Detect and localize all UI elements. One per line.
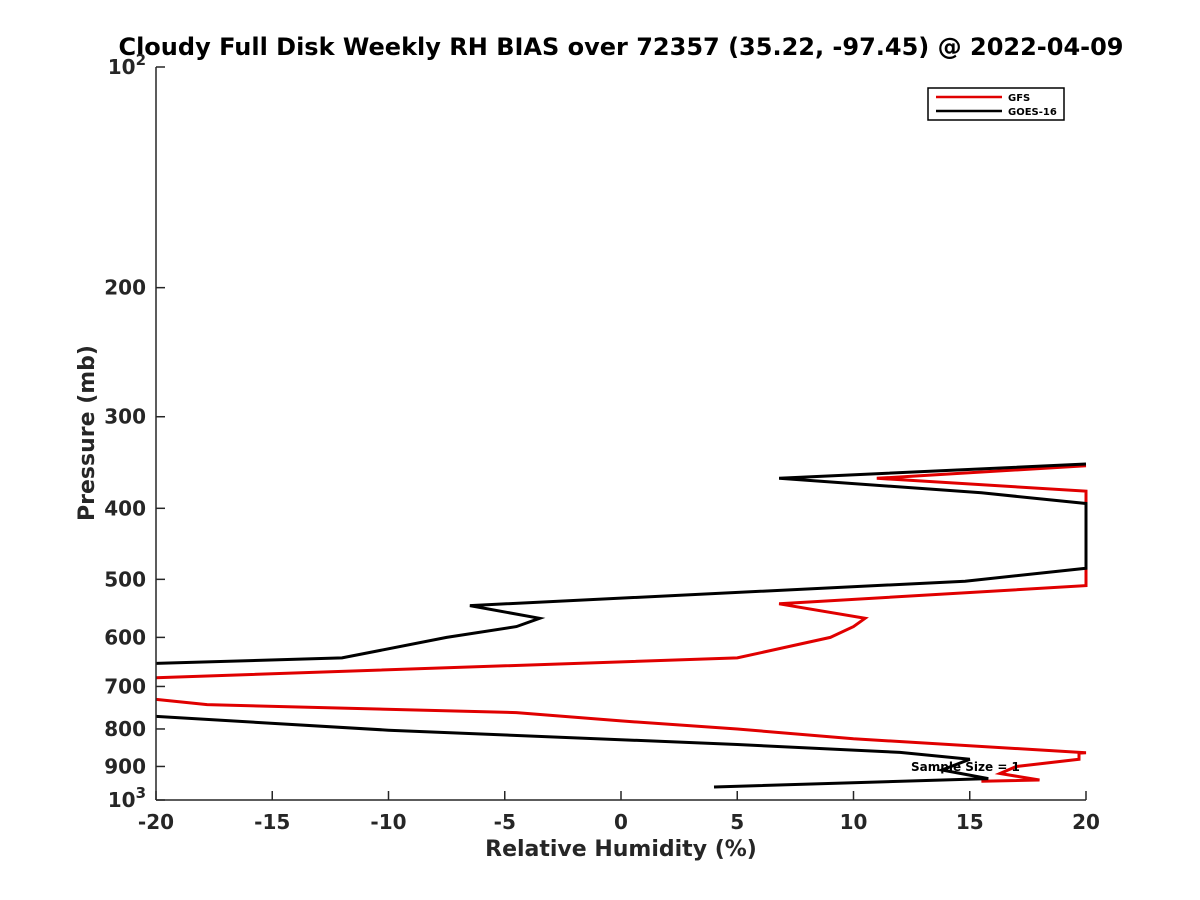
x-tick-label: 15: [956, 810, 984, 834]
y-tick-label: 600: [104, 625, 146, 649]
series-line-gfs-0: [155, 464, 1088, 680]
series-layer: [155, 462, 1088, 789]
x-tick-label: -20: [138, 810, 174, 834]
y-tick-label: 103: [108, 784, 146, 812]
chart-title: Cloudy Full Disk Weekly RH BIAS over 723…: [118, 33, 1123, 61]
series-line-gfs-2: [155, 697, 1087, 783]
x-tick-label: 5: [730, 810, 744, 834]
x-tick-label: 0: [614, 810, 628, 834]
x-tick-label: -10: [370, 810, 406, 834]
series-line-goes-16-3: [155, 714, 989, 789]
y-tick-exponent: 3: [136, 784, 146, 802]
legend-box: [927, 87, 1065, 121]
series-line-goes-16-1: [155, 462, 1088, 665]
y-tick-base: 10: [108, 788, 136, 812]
y-tick-label: 800: [104, 717, 146, 741]
x-tick-label: 20: [1072, 810, 1100, 834]
y-tick-label: 500: [104, 567, 146, 591]
y-tick-label: 300: [104, 405, 146, 429]
y-tick-exponent: 2: [136, 51, 146, 69]
y-tick-label: 700: [104, 674, 146, 698]
y-tick-base: 10: [108, 55, 136, 79]
x-tick-label: -15: [254, 810, 290, 834]
axes-layer: [155, 67, 1086, 801]
x-tick-label: -5: [494, 810, 516, 834]
y-tick-label: 900: [104, 754, 146, 778]
legend-label: GFS: [1008, 93, 1030, 104]
y-tick-label: 200: [104, 276, 146, 300]
x-tick-label: 10: [840, 810, 868, 834]
sample-size-annotation: Sample Size = 1: [911, 760, 1020, 774]
x-ticks: -20 -15 -10 -5 0 5 10 15 20: [138, 791, 1100, 834]
y-axis-label: Pressure (mb): [75, 345, 100, 521]
y-tick-label: 400: [104, 496, 146, 520]
legend-label: GOES-16: [1008, 107, 1057, 118]
x-axis-label: Relative Humidity (%): [485, 837, 757, 862]
legend: GFS GOES-16: [927, 87, 1065, 121]
y-tick-label: 102: [108, 51, 146, 79]
